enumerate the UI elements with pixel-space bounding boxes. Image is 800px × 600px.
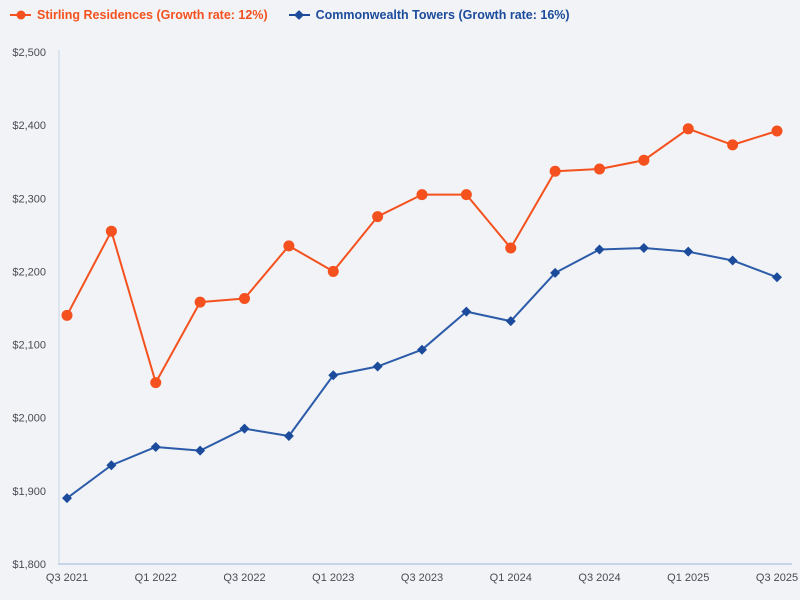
x-axis-tick-label: Q3 2021 [46, 572, 88, 584]
data-point-marker[interactable] [327, 265, 339, 277]
data-point-marker[interactable] [683, 246, 694, 257]
data-point-marker[interactable] [239, 423, 250, 434]
data-point-marker[interactable] [150, 377, 162, 389]
legend-item-stirling-residences[interactable]: Stirling Residences (Growth rate: 12%) [10, 8, 268, 22]
y-axis-tick-label: $1,900 [12, 486, 46, 498]
x-axis-tick-label: Q3 2022 [223, 572, 265, 584]
x-axis-tick-label: Q1 2024 [490, 572, 532, 584]
data-point-marker[interactable] [62, 493, 72, 504]
y-axis-tick-label: $2,300 [12, 193, 46, 205]
series-line-0 [66, 127, 778, 384]
data-point-marker[interactable] [638, 154, 650, 166]
data-point-marker[interactable] [594, 163, 605, 175]
data-point-marker[interactable] [461, 306, 472, 317]
y-axis-tick-label: $2,500 [12, 47, 46, 59]
data-point-marker[interactable] [549, 165, 561, 177]
data-point-marker[interactable] [550, 267, 561, 278]
x-axis-tick-label: Q1 2023 [312, 572, 354, 584]
data-point-marker[interactable] [106, 460, 117, 471]
x-axis-tick-label: Q3 2024 [578, 572, 620, 584]
y-axis-tick-label: $1,800 [12, 559, 46, 571]
y-axis-tick-label: $2,200 [12, 266, 46, 278]
data-point-marker[interactable] [460, 189, 472, 201]
x-axis-tick-label: Q3 2023 [401, 572, 443, 584]
data-point-marker[interactable] [150, 441, 161, 452]
data-point-marker[interactable] [195, 445, 206, 456]
data-point-marker[interactable] [727, 139, 739, 151]
data-point-marker[interactable] [194, 296, 206, 308]
data-point-marker[interactable] [772, 272, 782, 283]
data-point-marker[interactable] [682, 123, 694, 135]
data-point-marker[interactable] [771, 125, 783, 137]
data-point-marker[interactable] [505, 242, 517, 254]
data-point-marker[interactable] [61, 309, 73, 321]
data-point-marker[interactable] [417, 344, 427, 355]
data-point-marker[interactable] [283, 431, 294, 441]
data-point-marker[interactable] [239, 292, 250, 304]
data-point-marker[interactable] [283, 240, 295, 252]
data-point-marker[interactable] [505, 316, 516, 327]
data-point-marker[interactable] [594, 244, 605, 255]
chart-legend: Stirling Residences (Growth rate: 12%) C… [10, 8, 570, 22]
legend-diamond-marker-icon [288, 10, 310, 21]
legend-item-commonwealth-towers[interactable]: Commonwealth Towers (Growth rate: 16%) [288, 8, 570, 22]
data-point-marker[interactable] [416, 189, 428, 201]
x-axis-tick-label: Q3 2025 [756, 572, 798, 584]
y-axis-tick-label: $2,000 [12, 413, 46, 425]
y-axis-tick-label: $2,400 [12, 120, 46, 132]
data-point-marker[interactable] [372, 361, 383, 372]
x-axis-tick-label: Q1 2022 [135, 572, 177, 584]
y-axis-tick-label: $2,100 [12, 340, 46, 352]
data-point-marker[interactable] [105, 225, 117, 237]
data-point-marker[interactable] [638, 243, 649, 254]
legend-label-stirling-residences: Stirling Residences (Growth rate: 12%) [37, 8, 268, 22]
legend-label-commonwealth-towers: Commonwealth Towers (Growth rate: 16%) [315, 8, 570, 22]
x-axis-tick-label: Q1 2025 [667, 572, 709, 584]
data-point-marker[interactable] [372, 211, 384, 223]
data-point-marker[interactable] [727, 255, 738, 266]
series-line-1 [66, 247, 778, 500]
data-point-marker[interactable] [328, 370, 339, 381]
legend-circle-marker-icon [10, 10, 31, 21]
